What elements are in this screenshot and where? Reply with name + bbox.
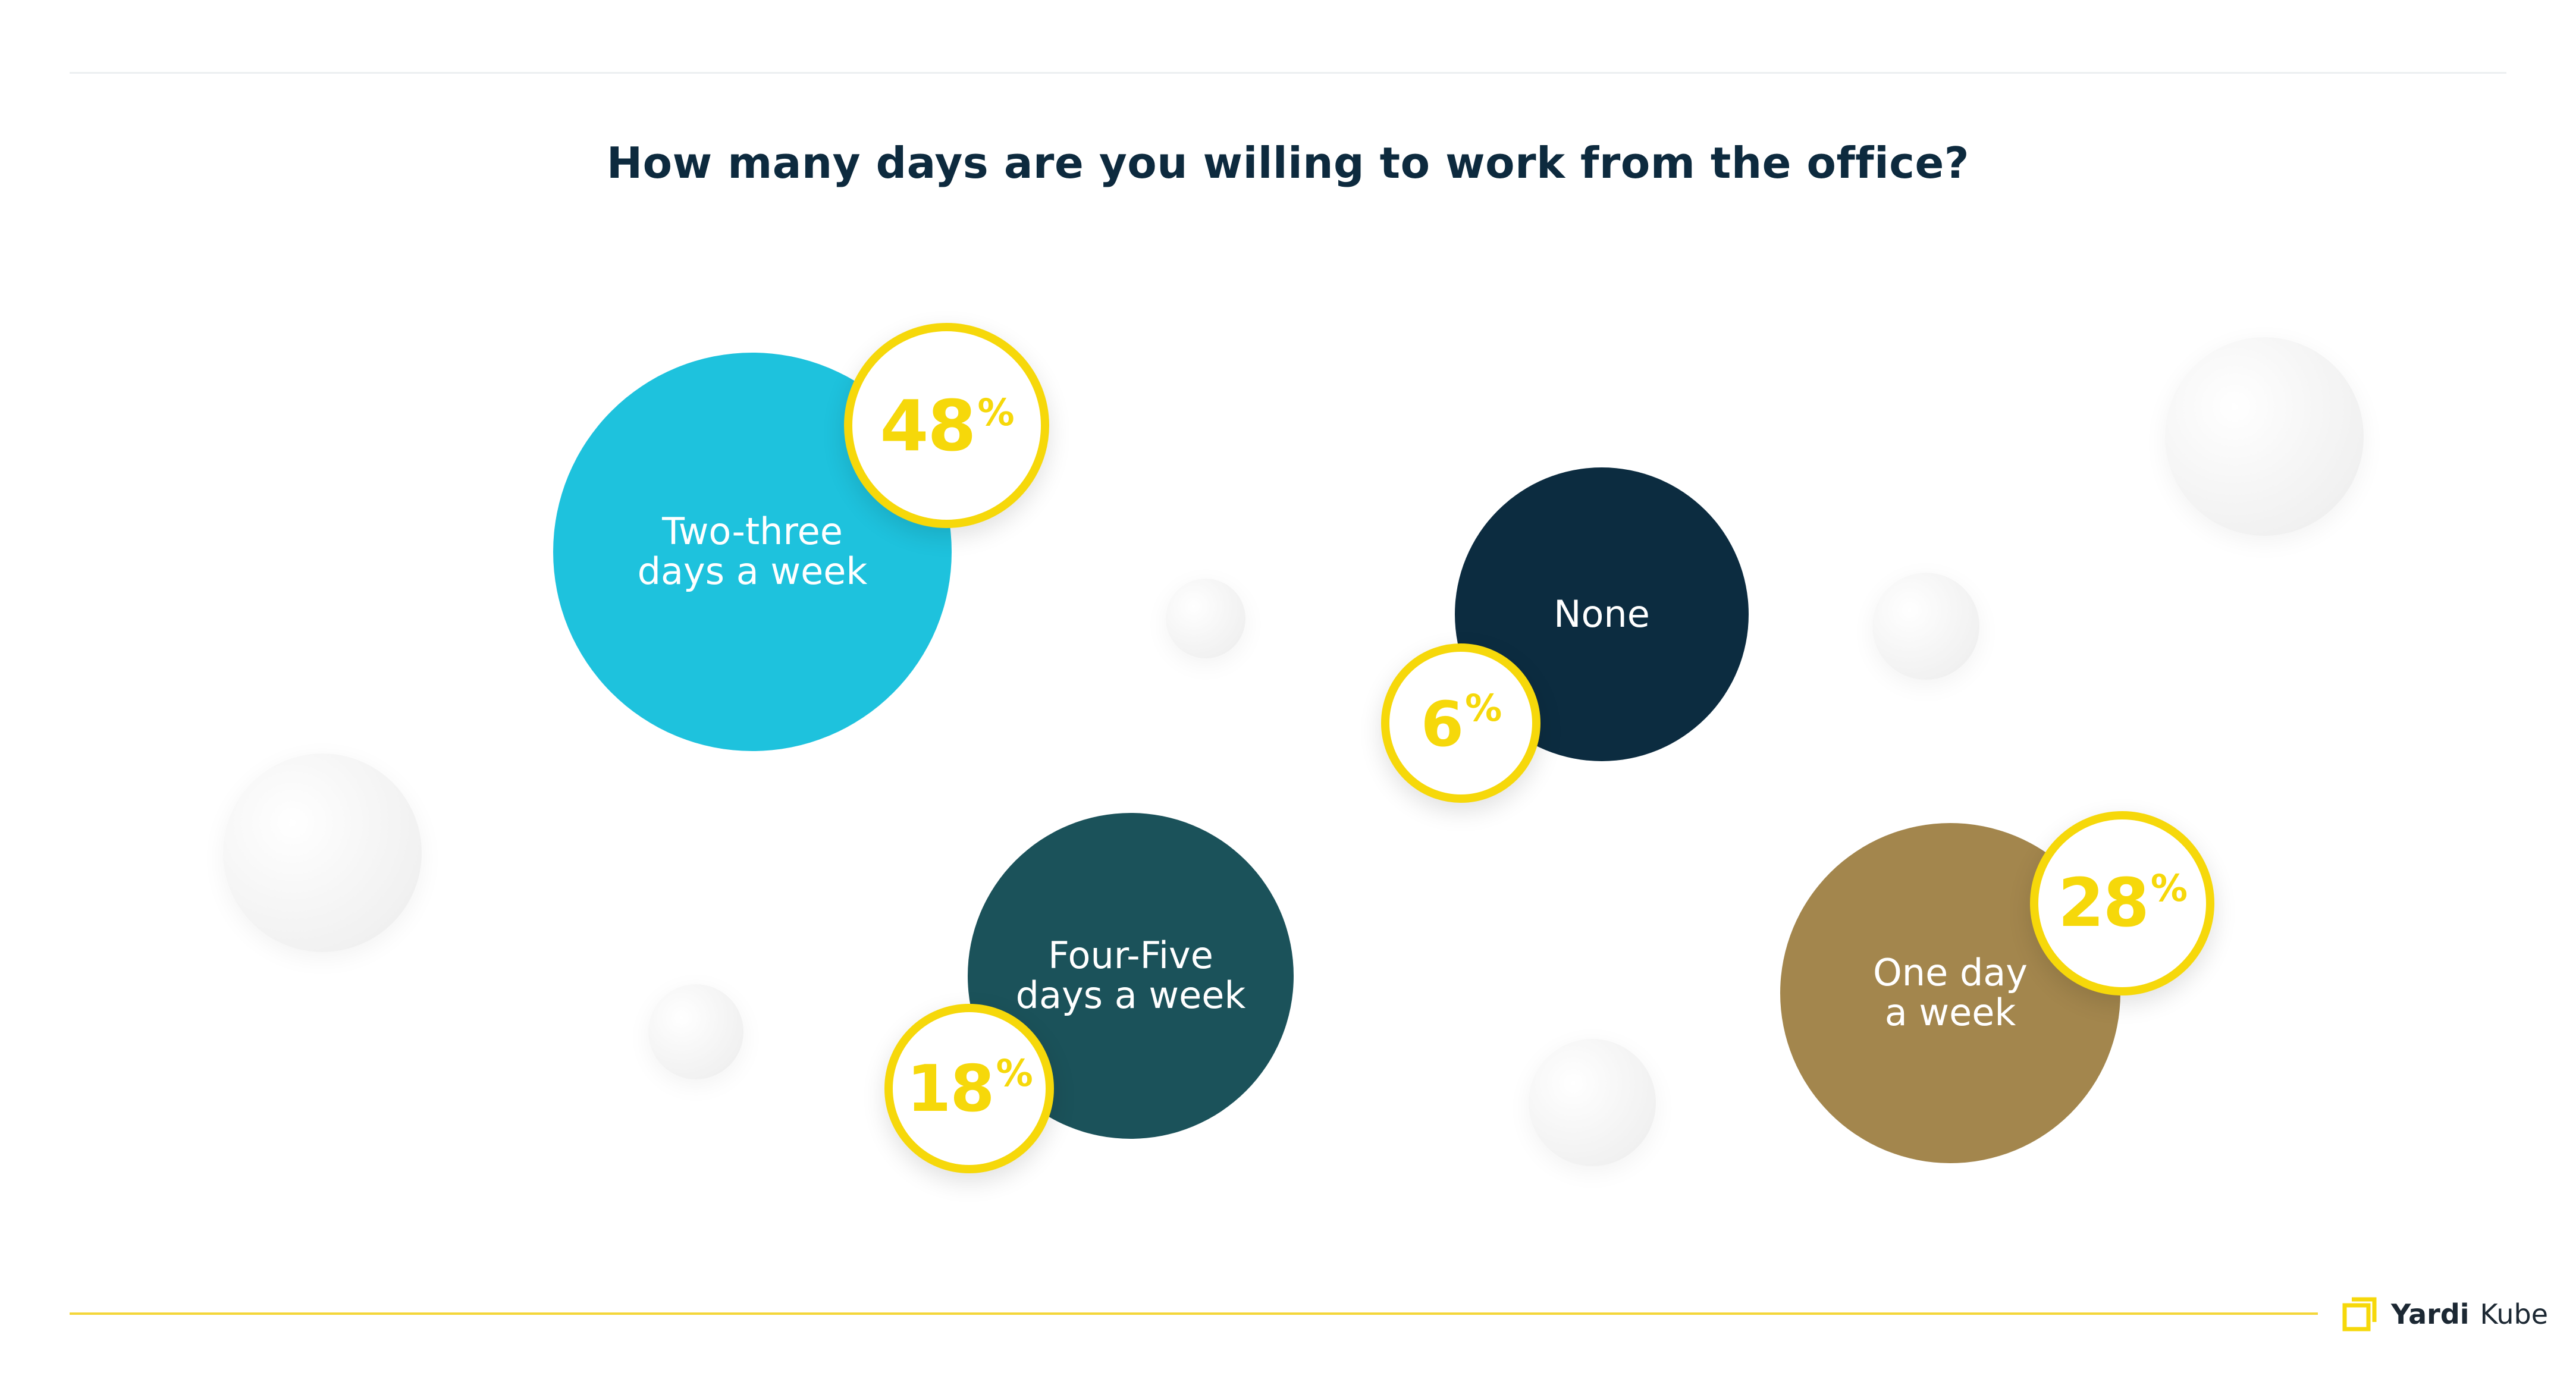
category-label: None — [1554, 592, 1650, 636]
decorative-sphere — [1166, 579, 1245, 658]
percentage-badge: 6% — [1381, 643, 1540, 803]
decorative-sphere — [648, 984, 743, 1079]
category-label: Four-Five days a week — [1015, 934, 1246, 1017]
data-label: 18 — [906, 1051, 994, 1126]
decorative-sphere — [223, 753, 422, 952]
percent-sign: % — [996, 1051, 1033, 1095]
category-label: One day a week — [1873, 951, 2028, 1034]
top-divider — [70, 72, 2506, 74]
category-label: Two-three days a week — [637, 510, 868, 593]
brand-product: Kube — [2480, 1298, 2549, 1330]
percent-sign: % — [1465, 686, 1502, 730]
percentage-badge: 28% — [2030, 811, 2214, 995]
chart-title: How many days are you willing to work fr… — [606, 138, 1970, 188]
data-label: 6 — [1420, 687, 1464, 761]
percentage-badge: 18% — [884, 1004, 1054, 1173]
data-label: 48 — [880, 384, 976, 467]
decorative-sphere — [1529, 1039, 1656, 1166]
decorative-sphere — [1872, 573, 1979, 680]
percent-sign: % — [2150, 866, 2188, 910]
yardi-kube-logo-icon — [2342, 1297, 2377, 1331]
decorative-sphere — [2165, 337, 2364, 536]
brand-logo: Yardi Kube — [2342, 1290, 2548, 1338]
bottom-divider — [70, 1312, 2318, 1315]
percent-sign: % — [977, 390, 1015, 434]
data-label: 28 — [2058, 865, 2150, 942]
brand-name: Yardi — [2391, 1298, 2470, 1330]
percentage-badge: 48% — [844, 323, 1049, 528]
